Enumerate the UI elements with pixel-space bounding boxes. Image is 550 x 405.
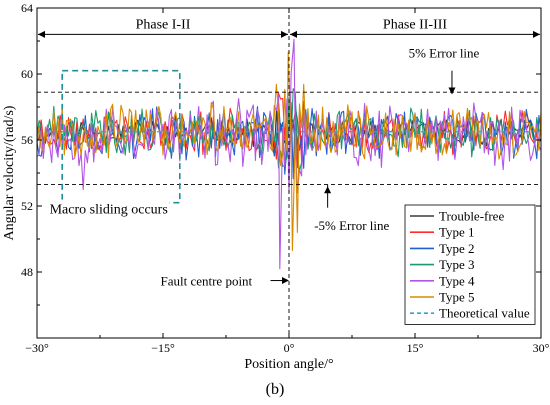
- lower-error-label: -5% Error line: [314, 218, 389, 233]
- legend-label: Theoretical value: [439, 306, 530, 321]
- subfigure-caption: (b): [0, 381, 550, 399]
- legend-label: Type 4: [439, 273, 475, 288]
- macro-sliding-box: [61, 69, 181, 204]
- legend-label: Type 2: [439, 241, 475, 256]
- macro-sliding-label-bg: [47, 199, 170, 218]
- y-tick-label: 60: [21, 67, 33, 81]
- x-tick-label: −30°: [25, 341, 49, 355]
- axes-layer: −30° −15° 0° 15° 30° 48 52 56 60 64 Position angle…: [2, 1, 550, 372]
- x-tick-label: 15°: [407, 341, 424, 355]
- series-line-type-5: [37, 52, 541, 252]
- upper-error-label-bg: [400, 43, 487, 62]
- fault-label: Fault centre point: [160, 274, 252, 289]
- phase-1-label: Phase I-II: [136, 17, 191, 32]
- chart: Phase I-II Phase II-III Macro sliding occu…: [2, 1, 550, 372]
- x-tick-label: 0°: [284, 341, 295, 355]
- x-tick-label: −15°: [151, 341, 175, 355]
- fault-arrow-head: [282, 277, 289, 285]
- y-axis-label: Angular velocity/(rad/s): [2, 105, 17, 240]
- legend-label: Type 3: [439, 257, 475, 272]
- phase-2-label: Phase II-III: [383, 17, 447, 32]
- phase-1-arrow-right: [281, 30, 288, 38]
- legend-label: Trouble-free: [439, 209, 504, 224]
- y-tick-label: 64: [21, 1, 33, 15]
- caption-text: (b): [265, 381, 285, 398]
- y-tick-label: 56: [21, 133, 33, 147]
- x-tick-label: 30°: [533, 341, 550, 355]
- legend-label: Type 1: [439, 225, 475, 240]
- lower-error-arrow-head: [324, 186, 332, 194]
- phase-2-arrow-right: [533, 30, 540, 38]
- phase-2-arrow-left: [290, 30, 297, 38]
- macro-sliding-label: Macro sliding occurs: [50, 203, 168, 218]
- phase-1-arrow-left: [38, 30, 45, 38]
- lower-error-label-bg: [310, 216, 401, 235]
- overlay-layer: Phase I-II Phase II-III Macro sliding occu…: [37, 8, 541, 338]
- upper-error-arrow-head: [448, 87, 456, 95]
- legend-label: Type 5: [439, 290, 475, 305]
- y-tick-label: 52: [21, 199, 33, 213]
- upper-error-label: 5% Error line: [409, 46, 480, 61]
- y-tick-label: 48: [21, 265, 33, 279]
- fault-label-bg: [158, 271, 279, 289]
- x-axis-label: Position angle/°: [244, 357, 333, 372]
